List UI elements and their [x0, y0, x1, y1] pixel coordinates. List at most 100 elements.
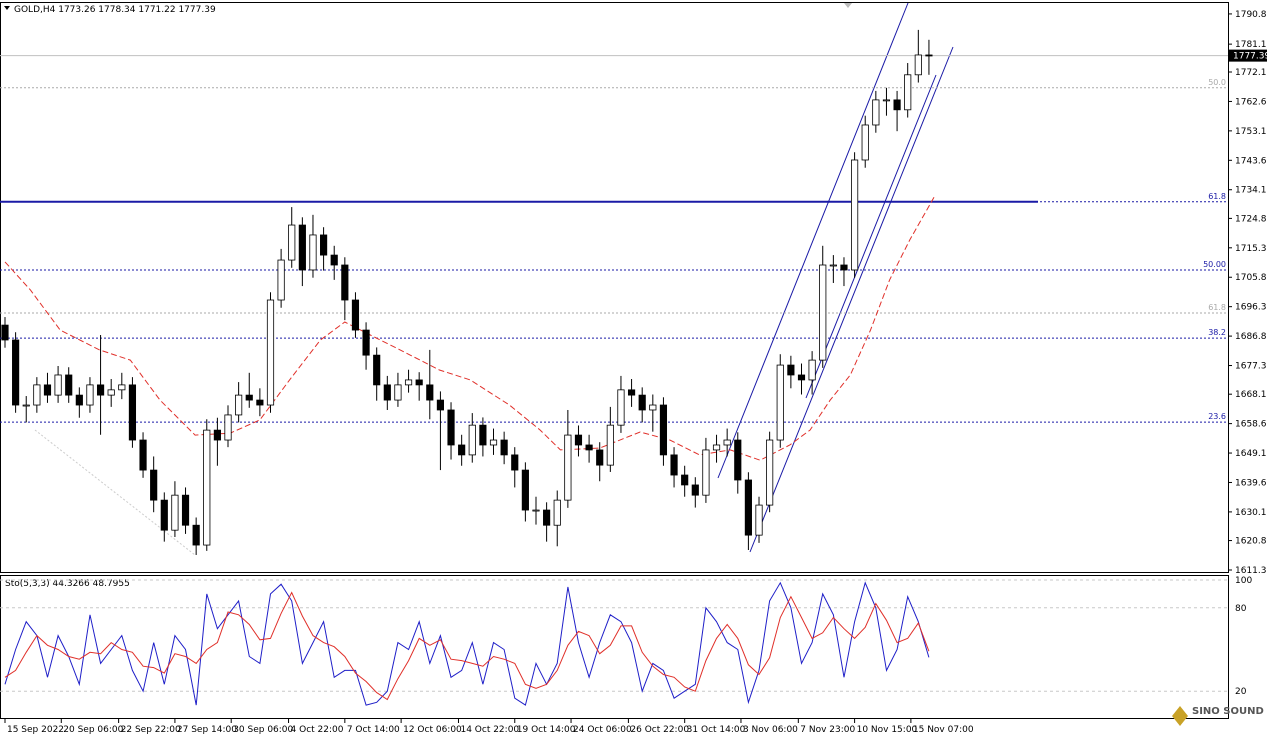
- candle-body: [585, 444, 593, 451]
- chart-title: GOLD,H4 1773.26 1778.34 1771.22 1777.39: [14, 5, 216, 15]
- candle-body: [33, 384, 41, 406]
- candle-body: [458, 444, 466, 456]
- stoch-tick-label: 80: [1235, 604, 1247, 614]
- candle-body: [723, 439, 731, 446]
- stoch-line: [4, 581, 930, 706]
- candle-body: [362, 329, 370, 356]
- candle-body: [65, 374, 73, 396]
- candle-body: [691, 484, 699, 496]
- candle-body: [882, 99, 891, 102]
- logo: [1172, 706, 1188, 726]
- candle-body: [43, 384, 52, 396]
- candle-body: [373, 354, 381, 386]
- candle-body: [426, 384, 434, 401]
- candle-body: [394, 384, 402, 401]
- candle-body: [797, 374, 806, 381]
- candle-body: [1, 324, 9, 341]
- candle-body: [872, 99, 880, 126]
- candle-body: [171, 494, 179, 531]
- x-tick-label: 27 Sep 14:00: [177, 725, 237, 735]
- x-tick-label: 31 Oct 14:00: [687, 725, 746, 735]
- candle-body: [436, 399, 445, 411]
- x-tick-label: 30 Sep 06:00: [233, 725, 293, 735]
- x-tick-label: 22 Sep 22:00: [121, 725, 181, 735]
- x-tick-label: 7 Oct 14:00: [347, 725, 400, 735]
- x-tick-label: 19 Oct 14:00: [517, 725, 576, 735]
- y-tick-label: 1734.10: [1235, 186, 1267, 196]
- last-price-label: 1777.39: [1233, 52, 1267, 62]
- candle-body: [128, 384, 137, 441]
- candle-body: [256, 399, 264, 406]
- candle-body: [574, 434, 583, 446]
- candle-body: [383, 384, 391, 401]
- candle-body: [500, 439, 508, 456]
- y-tick-label: 1677.35: [1235, 362, 1267, 372]
- menu-arrow: [4, 6, 10, 10]
- candle-body: [288, 224, 296, 261]
- y-tick-label: 1781.10: [1235, 40, 1267, 50]
- candle-body: [776, 364, 784, 441]
- candle-body: [86, 384, 94, 406]
- candle-body: [638, 394, 646, 411]
- candle-body: [107, 389, 115, 396]
- level-label: 38.2: [1208, 328, 1226, 337]
- y-tick-label: 1620.85: [1235, 537, 1267, 547]
- moving-average: [4, 194, 936, 461]
- candle-body: [925, 54, 933, 57]
- candle-body: [861, 124, 869, 161]
- candle-body: [893, 99, 901, 111]
- candle-body: [596, 449, 604, 466]
- candle-body: [564, 434, 572, 501]
- candle-body: [489, 439, 498, 446]
- candle-body: [617, 389, 625, 426]
- candle-body: [755, 504, 763, 536]
- watermark: SINO SOUND: [1192, 706, 1264, 717]
- x-tick-label: 14 Oct 22:00: [460, 725, 519, 735]
- candle-body: [659, 404, 668, 456]
- candle-body: [914, 54, 922, 76]
- candle-body: [479, 424, 487, 446]
- y-tick-label: 1715.35: [1235, 244, 1267, 254]
- candle-body: [96, 384, 105, 396]
- x-tick-label: 4 Oct 22:00: [291, 725, 344, 735]
- candle-body: [787, 364, 795, 376]
- candle-body: [277, 259, 285, 301]
- candle-body: [808, 359, 816, 381]
- y-tick-label: 1611.35: [1235, 566, 1267, 576]
- candle-body: [819, 264, 827, 361]
- candle-body: [245, 394, 253, 401]
- candle-body: [712, 444, 721, 451]
- candle-body: [22, 404, 30, 407]
- stochastic-panel: [0, 575, 1229, 719]
- candle-body: [309, 234, 317, 271]
- candle-body: [851, 159, 859, 271]
- x-tick-label: 24 Oct 06:00: [573, 725, 632, 735]
- candle-body: [511, 454, 519, 471]
- stoch-line: [4, 591, 930, 701]
- candle-body: [351, 299, 360, 331]
- x-tick-label: 26 Oct 22:00: [630, 725, 689, 735]
- level-label: 61.8: [1208, 192, 1226, 201]
- channel-line: [805, 74, 937, 399]
- y-tick-label: 1658.60: [1235, 420, 1267, 430]
- candle-body: [320, 234, 328, 256]
- candle-body: [213, 429, 221, 441]
- y-tick-label: 1790.85: [1235, 10, 1267, 20]
- candle-body: [553, 499, 561, 526]
- candle-body: [734, 439, 742, 481]
- candle-body: [702, 449, 710, 496]
- y-tick-label: 1762.60: [1235, 97, 1267, 107]
- y-tick-label: 1639.60: [1235, 478, 1267, 488]
- candle-body: [521, 469, 529, 511]
- candle-body: [139, 439, 147, 471]
- level-label: 61.8: [1208, 303, 1226, 312]
- candle-body: [12, 339, 20, 406]
- channel-line: [717, 2, 909, 479]
- candle-body: [649, 404, 657, 411]
- candle-body: [75, 394, 83, 406]
- candle-body: [532, 509, 540, 512]
- candle-body: [203, 429, 211, 546]
- candle-body: [404, 379, 413, 386]
- x-tick-label: 3 Nov 06:00: [743, 725, 798, 735]
